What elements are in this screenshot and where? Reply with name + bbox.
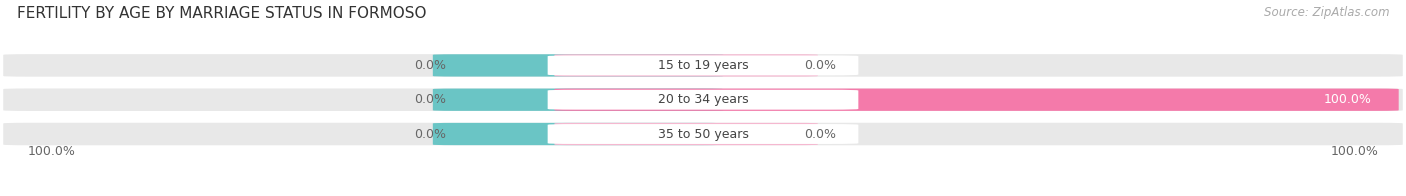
FancyBboxPatch shape xyxy=(554,89,1399,111)
Text: FERTILITY BY AGE BY MARRIAGE STATUS IN FORMOSO: FERTILITY BY AGE BY MARRIAGE STATUS IN F… xyxy=(17,6,426,21)
Text: 20 to 34 years: 20 to 34 years xyxy=(658,93,748,106)
FancyBboxPatch shape xyxy=(554,123,818,145)
FancyBboxPatch shape xyxy=(3,88,1403,111)
Text: 100.0%: 100.0% xyxy=(1324,93,1372,106)
Text: 100.0%: 100.0% xyxy=(28,145,76,158)
FancyBboxPatch shape xyxy=(433,89,723,111)
FancyBboxPatch shape xyxy=(548,55,858,75)
Text: 0.0%: 0.0% xyxy=(804,59,837,72)
Text: 15 to 19 years: 15 to 19 years xyxy=(658,59,748,72)
FancyBboxPatch shape xyxy=(3,54,1403,77)
FancyBboxPatch shape xyxy=(548,90,858,110)
FancyBboxPatch shape xyxy=(433,54,723,77)
Text: 35 to 50 years: 35 to 50 years xyxy=(658,128,748,141)
Text: Source: ZipAtlas.com: Source: ZipAtlas.com xyxy=(1264,6,1389,19)
FancyBboxPatch shape xyxy=(554,54,818,77)
FancyBboxPatch shape xyxy=(433,123,723,145)
Text: 0.0%: 0.0% xyxy=(415,93,446,106)
Text: 0.0%: 0.0% xyxy=(415,128,446,141)
Text: 0.0%: 0.0% xyxy=(804,128,837,141)
FancyBboxPatch shape xyxy=(3,123,1403,145)
Text: 0.0%: 0.0% xyxy=(415,59,446,72)
Text: 100.0%: 100.0% xyxy=(1330,145,1378,158)
FancyBboxPatch shape xyxy=(548,124,858,144)
